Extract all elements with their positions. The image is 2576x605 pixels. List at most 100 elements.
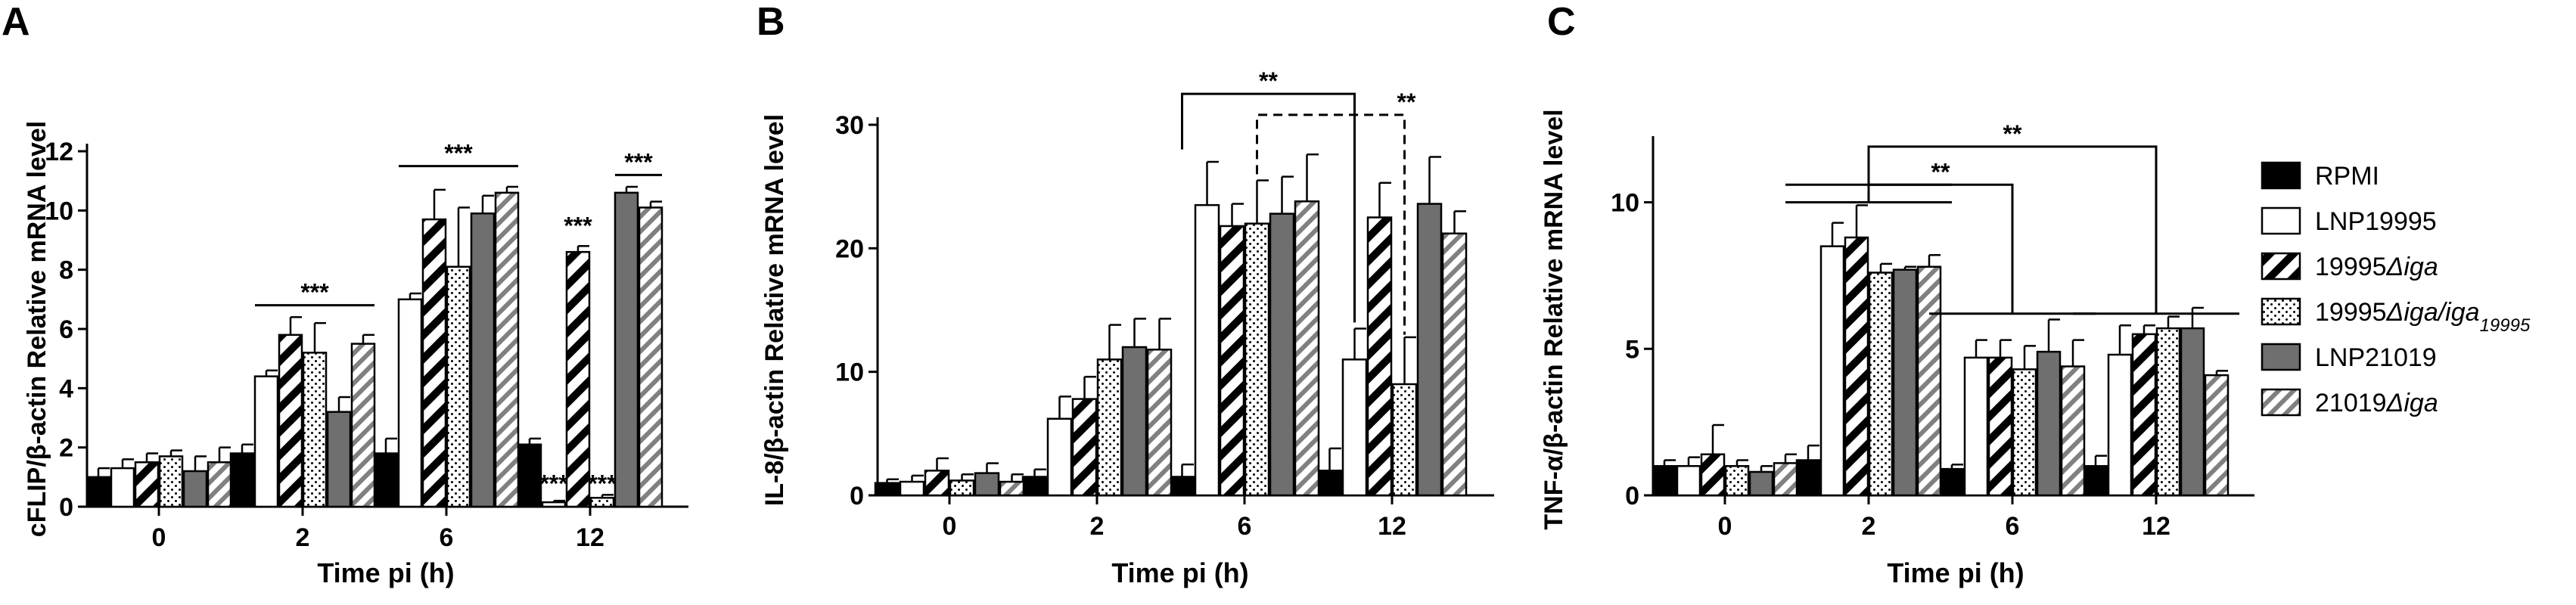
bar — [1916, 265, 1942, 497]
panel-c-tnf-chart: 0 5 10 0 2 6 12 TNF-α/β-actin Relative mRNA lev… — [1540, 109, 2254, 588]
bar — [1071, 398, 1098, 497]
x-tick-label: 0 — [943, 512, 957, 541]
bar — [2204, 374, 2230, 497]
bar — [302, 352, 328, 508]
bar — [1963, 356, 1989, 497]
bar — [1819, 245, 1845, 497]
legend-label: LNP21019 — [2315, 343, 2437, 372]
significance-label: *** — [588, 470, 617, 497]
y-tick-label: 4 — [59, 374, 73, 403]
bar — [1366, 216, 1393, 497]
bar — [565, 250, 591, 508]
bar — [207, 461, 232, 508]
legend-label: 19995Δiga/iga19995 — [2315, 298, 2531, 336]
bar — [614, 191, 639, 508]
bar — [949, 479, 975, 497]
bar — [1021, 476, 1048, 497]
bar — [85, 476, 111, 508]
y-tick-label: 0 — [850, 482, 864, 510]
bar — [541, 501, 567, 508]
legend-swatch — [2261, 388, 2301, 417]
bar — [182, 470, 208, 508]
bar — [1652, 465, 1677, 497]
y-axis-label: cFLIP/β-actin Relative mRNA level — [23, 121, 51, 537]
x-axis-label: Time pi (h) — [317, 557, 454, 588]
x-tick-label: 6 — [440, 523, 454, 552]
y-tick-label: 2 — [59, 434, 73, 463]
significance-label: *** — [444, 140, 473, 167]
significance-label: *** — [300, 279, 329, 306]
panel-letter-c: C — [1547, 0, 1576, 44]
legend-label: 21019Δiga — [2315, 389, 2438, 417]
bar — [1724, 465, 1750, 497]
bar — [110, 467, 135, 508]
x-tick-label: 0 — [152, 523, 166, 552]
bar — [1269, 213, 1295, 497]
significance-label: ** — [1931, 158, 1950, 185]
bar — [134, 461, 160, 508]
y-tick-label: 0 — [59, 493, 73, 522]
y-tick-label: 10 — [1611, 189, 1639, 218]
x-tick-label: 12 — [2142, 512, 2170, 541]
x-tick-label: 2 — [1862, 512, 1876, 541]
bar — [1194, 203, 1220, 497]
bar — [446, 265, 471, 508]
significance-label: *** — [624, 148, 653, 175]
bar — [2155, 327, 2181, 497]
bar — [373, 452, 399, 508]
bar — [1844, 236, 1869, 497]
bar — [899, 480, 925, 497]
bar — [253, 375, 279, 508]
y-tick-label: 0 — [1625, 482, 1639, 510]
significance-label: *** — [564, 213, 592, 240]
x-tick-label: 6 — [1238, 512, 1252, 541]
legend-label: LNP19995 — [2315, 207, 2437, 236]
y-tick-label: 10 — [45, 197, 73, 225]
bar — [1169, 476, 1195, 497]
bar — [974, 472, 1000, 497]
bar — [924, 470, 950, 497]
bar — [1441, 232, 1468, 497]
bar — [1987, 356, 2013, 497]
bar — [1096, 358, 1123, 497]
bar — [397, 298, 423, 508]
bar — [2083, 465, 2108, 497]
bar — [2012, 368, 2037, 497]
x-tick-label: 2 — [1090, 512, 1105, 541]
bar — [1244, 222, 1270, 497]
bar — [1294, 200, 1320, 497]
bar — [1121, 346, 1148, 497]
y-axis-label: TNF-α/β-actin Relative mRNA level — [1540, 109, 1568, 529]
y-tick-label: 6 — [59, 315, 73, 344]
bar — [1868, 271, 1894, 497]
bar — [589, 497, 615, 508]
y-tick-label: 30 — [835, 111, 864, 140]
significance-label: ** — [1397, 88, 1416, 116]
legend-swatch — [2261, 252, 2301, 281]
significance-label: ** — [1259, 67, 1278, 95]
bar — [229, 452, 255, 508]
significance-label: ** — [2003, 120, 2022, 147]
bar — [421, 218, 447, 508]
significance-bracket — [1181, 92, 1356, 323]
bar — [2180, 327, 2205, 497]
bar — [350, 343, 376, 508]
x-tick-label: 6 — [2006, 512, 2020, 541]
bar — [2131, 333, 2157, 497]
bar — [494, 191, 520, 508]
bar — [278, 334, 303, 508]
legend-label: RPMI — [2315, 162, 2379, 191]
x-axis-label: Time pi (h) — [1111, 557, 1248, 588]
bar — [1416, 203, 1443, 497]
y-tick-label: 20 — [835, 234, 864, 263]
y-tick-label: 10 — [835, 358, 864, 387]
bar — [638, 206, 663, 508]
bar — [1795, 459, 1821, 497]
bar — [1773, 462, 1798, 497]
bar — [874, 482, 900, 497]
y-axis-label: IL-8/β-actin Relative mRNA level — [760, 114, 789, 506]
legend-swatch — [2261, 206, 2301, 235]
bar — [1391, 383, 1418, 497]
